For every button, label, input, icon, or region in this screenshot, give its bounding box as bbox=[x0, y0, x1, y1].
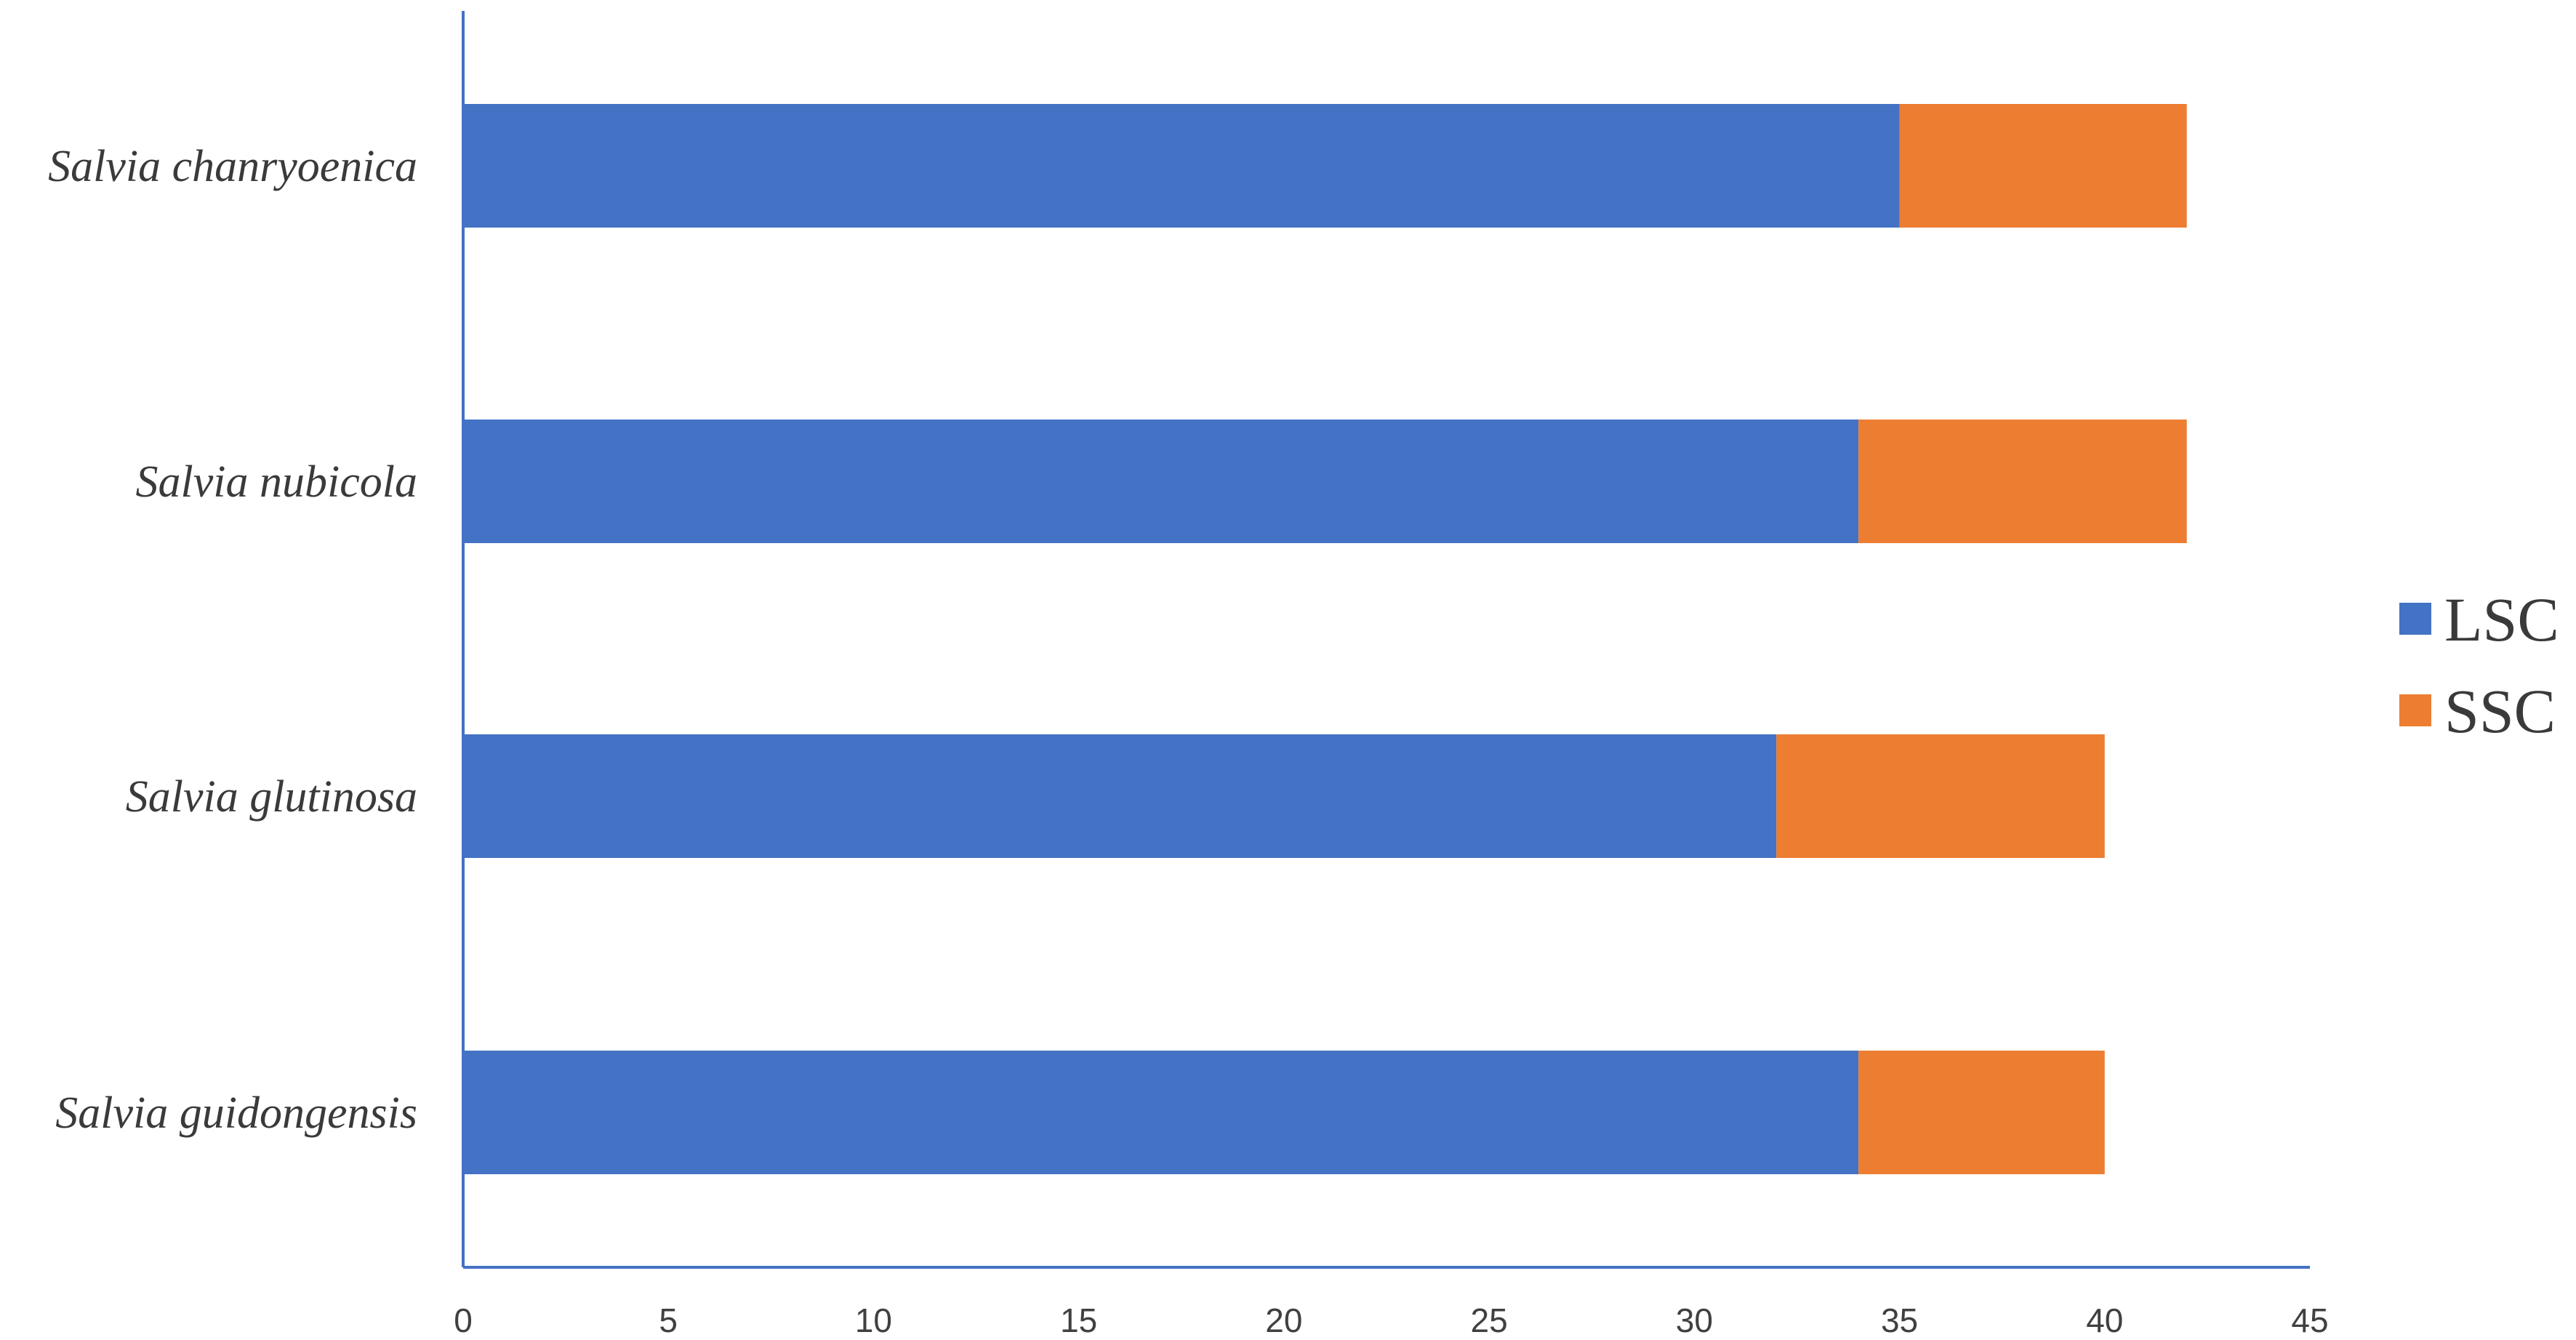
x-tick-label-0: 0 bbox=[454, 1301, 473, 1339]
legend-label-lsc: LSC bbox=[2444, 585, 2559, 654]
x-tick-label-10: 10 bbox=[855, 1301, 892, 1339]
bars-group bbox=[463, 104, 2187, 1174]
category-label-salvia-nubicola: Salvia nubicola bbox=[136, 457, 417, 507]
x-tick-label-25: 25 bbox=[1471, 1301, 1508, 1339]
bar-ssc-salvia-guidongensis bbox=[1858, 1051, 2105, 1174]
category-label-salvia-guidongensis: Salvia guidongensis bbox=[55, 1088, 417, 1138]
bar-lsc-salvia-guidongensis bbox=[463, 1051, 1859, 1174]
bar-lsc-salvia-chanryoenica bbox=[463, 104, 1900, 228]
x-tick-labels: 0 5 10 15 20 25 30 35 40 45 bbox=[454, 1301, 2328, 1339]
x-tick-label-45: 45 bbox=[2291, 1301, 2328, 1339]
bar-lsc-salvia-nubicola bbox=[463, 420, 1859, 543]
x-tick-label-5: 5 bbox=[659, 1301, 678, 1339]
x-tick-label-40: 40 bbox=[2086, 1301, 2123, 1339]
x-tick-label-35: 35 bbox=[1881, 1301, 1918, 1339]
legend-swatch-lsc bbox=[2399, 603, 2431, 635]
legend-swatch-ssc bbox=[2399, 694, 2431, 726]
bar-ssc-salvia-nubicola bbox=[1858, 420, 2187, 543]
bar-ssc-salvia-chanryoenica bbox=[1899, 104, 2187, 228]
bar-lsc-salvia-glutinosa bbox=[463, 734, 1777, 858]
x-tick-label-15: 15 bbox=[1060, 1301, 1097, 1339]
x-tick-label-20: 20 bbox=[1265, 1301, 1302, 1339]
legend: LSC SSC bbox=[2399, 585, 2559, 746]
category-label-salvia-glutinosa: Salvia glutinosa bbox=[126, 772, 417, 822]
category-label-salvia-chanryoenica: Salvia chanryoenica bbox=[48, 142, 417, 191]
legend-label-ssc: SSC bbox=[2444, 676, 2556, 746]
x-tick-label-30: 30 bbox=[1676, 1301, 1713, 1339]
bar-ssc-salvia-glutinosa bbox=[1776, 734, 2105, 858]
category-labels: Salvia chanryoenica Salvia nubicola Salvia… bbox=[48, 142, 417, 1138]
